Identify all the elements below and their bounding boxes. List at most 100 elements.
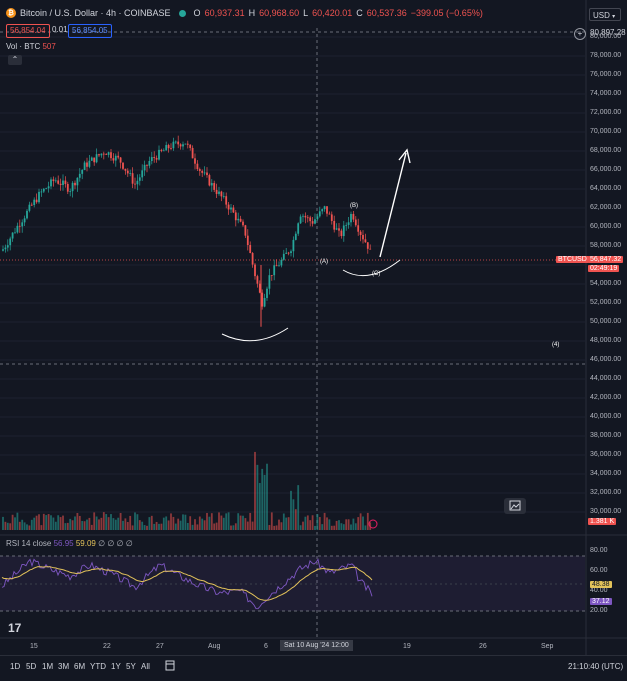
volume-bar [220, 515, 223, 530]
candle-body [208, 175, 211, 186]
screenshot-image-icon[interactable] [504, 498, 526, 514]
rsi-ma-value: 59.09 [75, 539, 96, 548]
tradingview-logo-icon: 17 [8, 621, 22, 635]
candle-body [342, 225, 345, 237]
volume-bar [258, 483, 261, 530]
candle-body [124, 168, 127, 171]
candle-body [184, 143, 187, 145]
candle-body [4, 247, 7, 250]
volume-bar [35, 515, 38, 530]
volume-bar [174, 523, 177, 530]
timeframe-6m[interactable]: 6M [74, 662, 86, 671]
volume-bar [287, 517, 290, 530]
candle-body [234, 212, 237, 221]
rsi-band [0, 556, 585, 611]
candle-body [83, 162, 86, 170]
volume-bar [309, 520, 312, 530]
candle-body [50, 179, 52, 187]
candle-body [364, 239, 367, 243]
currency-select[interactable]: USD ▾ [589, 8, 621, 21]
volume-bar [40, 525, 43, 530]
add-plus-icon[interactable]: + [574, 28, 586, 40]
volume-bar [122, 520, 124, 530]
volume-bar [366, 512, 369, 530]
bottom-arc-drawing [221, 327, 289, 342]
timeframe-5d[interactable]: 5D [26, 662, 37, 671]
candle-body [203, 172, 206, 174]
utc-clock[interactable]: 21:10:40 (UTC) [568, 662, 624, 671]
candle-body [90, 157, 93, 161]
sell-button[interactable]: 56,854.04 [6, 24, 50, 38]
volume-bar [333, 525, 336, 530]
volume-bar [189, 516, 192, 530]
rsi-ma-tag: 48.38 [590, 581, 612, 588]
time-axis-label: 22 [103, 643, 111, 650]
timeframe-1m[interactable]: 1M [42, 662, 54, 671]
low-label: L [303, 8, 309, 18]
volume-bar [98, 519, 100, 530]
timeframe-1d[interactable]: 1D [10, 662, 21, 671]
candle-body [275, 265, 278, 267]
volume-bar [62, 515, 64, 530]
candle-body [249, 245, 252, 254]
candle-body [191, 147, 194, 159]
candle-body [321, 209, 324, 212]
candle-body [57, 180, 60, 184]
candle-body [86, 162, 88, 167]
volume-bar [249, 512, 252, 530]
volume-bar [117, 517, 120, 530]
candle-body [359, 231, 362, 235]
candle-body [9, 238, 12, 246]
price-axis-label: 40,000.00 [590, 413, 622, 420]
volume-bar [191, 524, 194, 530]
price-axis-label: 80,000.00 [590, 33, 622, 40]
volume-bar [2, 516, 4, 530]
volume-bar [186, 522, 189, 530]
buy-button[interactable]: 56,854.05 [68, 24, 112, 38]
volume-bar [239, 515, 242, 530]
volume-bar [143, 525, 146, 530]
candle-body [210, 183, 213, 186]
volume-bar [93, 512, 96, 530]
timeframe-5y[interactable]: 5Y [126, 662, 136, 671]
volume-bar [251, 521, 254, 530]
volume-bar [179, 520, 182, 530]
open-value: 60,937.31 [204, 8, 245, 18]
candle-body [309, 217, 312, 222]
volume-bar [21, 519, 24, 530]
candle-body [263, 297, 266, 307]
volume-bar [234, 523, 237, 530]
rsi-axis-label: 80.00 [590, 547, 608, 554]
candle-body [42, 188, 45, 192]
volume-bar [114, 519, 117, 530]
volume-bar [50, 515, 52, 530]
timeframe-ytd[interactable]: YTD [90, 662, 106, 671]
volume-bar [30, 519, 33, 530]
volume-bar [23, 522, 26, 530]
candle-body [352, 213, 355, 220]
volume-legend: Vol · BTC 507 [6, 42, 56, 51]
volume-bar [215, 522, 218, 530]
open-label: O [193, 8, 201, 18]
candle-body [107, 152, 110, 155]
candle-body [38, 191, 40, 203]
volume-bar [4, 521, 7, 530]
collapse-chevron-icon[interactable]: ⌃ [8, 55, 22, 65]
timeframe-3m[interactable]: 3M [58, 662, 70, 671]
current-price-tag: 56,847.32 [588, 256, 624, 263]
volume-bar [311, 515, 314, 530]
candle-body [354, 219, 357, 226]
symbol-title[interactable]: Bitcoin / U.S. Dollar · 4h · COINBASE [20, 8, 171, 18]
volume-bar [141, 521, 144, 530]
symbol-tag: BTCUSD [556, 256, 589, 263]
candle-body [138, 177, 141, 181]
timeframe-all[interactable]: All [141, 662, 150, 671]
candle-body [335, 228, 338, 230]
rsi-axis-label: 20.00 [590, 607, 608, 614]
candle-body [66, 183, 69, 192]
calendar-icon[interactable] [165, 659, 175, 671]
volume-bar [66, 522, 69, 530]
volume-value: 507 [42, 42, 56, 51]
timeframe-1y[interactable]: 1Y [111, 662, 121, 671]
